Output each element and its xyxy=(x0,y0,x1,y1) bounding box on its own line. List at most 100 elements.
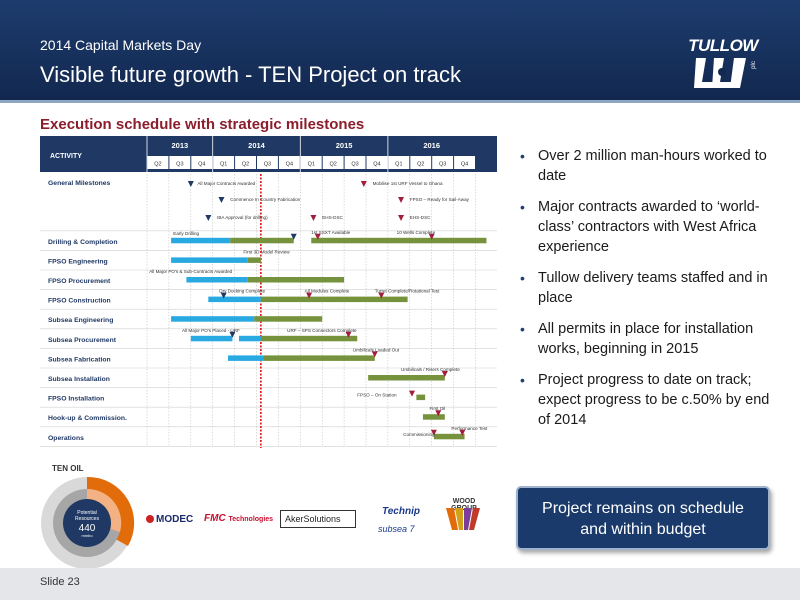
gantt-milestone xyxy=(459,429,466,436)
gantt-quarter-label: Q3 xyxy=(264,162,271,168)
gantt-quarter-cell xyxy=(169,156,191,169)
gantt-bar xyxy=(422,414,445,420)
donut-center xyxy=(63,499,111,547)
gantt-annotation: FPSO – Ready for Sail-Away xyxy=(410,197,470,202)
slide-footer xyxy=(0,568,800,600)
gantt-annotation: EHS-DSC xyxy=(410,215,431,220)
gantt-quarter-cell xyxy=(410,156,432,169)
gantt-milestone xyxy=(428,233,435,240)
gantt-annotation: IBA Approval (for drilling) xyxy=(217,215,268,220)
gantt-row-label: FPSO Procurement xyxy=(48,278,111,285)
gantt-bar xyxy=(238,335,261,342)
slide-number: Slide 23 xyxy=(40,576,80,588)
gantt-annotation: Umbilicals Loaded Out xyxy=(353,347,400,352)
modec-logo: MODEC xyxy=(146,514,193,525)
wood-group-label: WOOD GROUP xyxy=(451,498,477,512)
bullet-list: Over 2 million man-hours worked to date … xyxy=(520,146,780,441)
gantt-quarter-cell xyxy=(300,156,322,169)
gantt-quarter-cell xyxy=(147,156,169,169)
gantt-quarter-cell xyxy=(235,156,256,169)
slide-header: 2014 Capital Markets Day Visible future … xyxy=(0,0,800,100)
gantt-bar xyxy=(247,277,345,283)
gantt-quarter-label: Q1 xyxy=(395,162,402,168)
gantt-row-label: General Milestones xyxy=(48,180,111,187)
gantt-bar xyxy=(190,335,233,342)
gantt-quarter-label: Q2 xyxy=(417,162,424,168)
logo-plc: plc xyxy=(750,61,757,69)
gantt-year-label: 2013 xyxy=(172,141,189,150)
gantt-row-label: Subsea Procurement xyxy=(48,337,117,344)
resources-donut: Potential Resources 440 mmbo xyxy=(41,476,135,569)
gantt-quarter-label: Q3 xyxy=(439,162,446,168)
tullow-logo: TULLOW plc xyxy=(688,36,758,92)
gantt-quarter-label: Q3 xyxy=(351,162,358,168)
fmc-logo: FMC Technologies xyxy=(204,513,273,524)
donut-center-line2: Resources xyxy=(75,516,99,522)
gantt-row-label: Subsea Installation xyxy=(48,376,110,383)
gantt-quarter-label: Q4 xyxy=(198,162,205,168)
gantt-bar xyxy=(208,296,261,303)
gantt-milestone xyxy=(290,233,297,240)
modec-dot-icon xyxy=(146,515,154,523)
bullet-item: Over 2 million man-hours worked to date xyxy=(520,146,780,186)
header-divider xyxy=(0,100,800,103)
bullet-item: All permits in place for installation wo… xyxy=(520,319,780,359)
section-title: Execution schedule with strategic milest… xyxy=(40,116,365,133)
schedule-callout: Project remains on schedule and within b… xyxy=(516,486,770,550)
gantt-bar xyxy=(171,316,255,322)
gantt-bar xyxy=(311,237,487,244)
gantt-row-label: FPSO Engineering xyxy=(48,258,108,265)
bullet-item: Project progress to date on track; expec… xyxy=(520,370,780,430)
bullet-item: Major contracts awarded to ‘world-class’… xyxy=(520,197,780,257)
gantt-row-label: Operations xyxy=(48,435,84,442)
gantt-bar xyxy=(263,355,375,361)
gantt-bar xyxy=(368,375,445,381)
gantt-quarter-cell xyxy=(344,156,366,169)
gantt-annotation: 10 Wells Complete xyxy=(397,230,436,235)
gantt-quarter-cell xyxy=(213,156,235,169)
gantt-quarter-label: Q4 xyxy=(461,162,468,168)
gantt-bar xyxy=(260,335,358,342)
gantt-bar xyxy=(247,257,261,263)
gantt-quarter-label: Q2 xyxy=(242,162,249,168)
gantt-row-label: Subsea Fabrication xyxy=(48,356,111,363)
gantt-milestone xyxy=(205,215,212,221)
gantt-annotation: Umbilicals / Risers Complete xyxy=(401,367,460,372)
gantt-year-label: 2014 xyxy=(248,141,266,150)
gantt-annotation: All Major PO's & Sub-Contracts Awarded xyxy=(149,269,232,274)
gantt-milestone xyxy=(408,390,415,397)
gantt-annotation: Commissioning xyxy=(403,432,435,437)
gantt-row-label: Subsea Engineering xyxy=(48,317,113,324)
gantt-milestone xyxy=(378,292,385,299)
fmc-text: FMC xyxy=(204,513,226,524)
gantt-bar xyxy=(433,433,465,440)
gantt-bar xyxy=(230,237,294,244)
gantt-row-label: FPSO Installation xyxy=(48,396,104,403)
gantt-annotation: All Major PO's Placed - URF xyxy=(182,328,240,333)
execution-schedule-gantt: ACTIVITY 2013 Q2 Q3 Q4 2014 Q1 Q2 Q3 Q4 2015 Q1 Q2 Q3… xyxy=(40,136,497,450)
gantt-quarter-cell xyxy=(432,156,454,169)
callout-line-2: and within budget xyxy=(580,521,706,538)
gantt-row-label: Hook-up & Commission. xyxy=(48,415,127,422)
gantt-annotation: Early Drilling xyxy=(173,231,199,236)
gantt-activity-header: ACTIVITY xyxy=(50,153,82,160)
donut-unit: mmbo xyxy=(81,533,93,538)
gantt-quarter-label: Q1 xyxy=(308,162,315,168)
gantt-annotation: Mobilise 1st URF Vessel to Ghana xyxy=(373,181,443,186)
gantt-quarter-cell xyxy=(322,156,344,169)
gantt-annotation: Turret Complete/Rotational Test xyxy=(375,289,440,294)
gantt-quarter-cell xyxy=(366,156,388,169)
gantt-quarter-cell xyxy=(257,156,278,169)
gantt-annotation: Commence In Country Fabrication xyxy=(230,197,300,202)
gantt-quarter-cell xyxy=(388,156,410,169)
gantt-milestone xyxy=(371,351,378,358)
wood-group-mark-icon xyxy=(446,508,480,530)
gantt-milestone xyxy=(345,331,352,338)
gantt-annotation: First Oil xyxy=(430,406,446,411)
gantt-annotation: All Major Contracts Awarded xyxy=(197,181,255,186)
gantt-bar xyxy=(186,277,248,283)
gantt-bar xyxy=(171,237,231,244)
gantt-row-label: FPSO Construction xyxy=(48,298,111,305)
gantt-bar xyxy=(260,296,408,303)
gantt-milestone xyxy=(398,197,405,203)
